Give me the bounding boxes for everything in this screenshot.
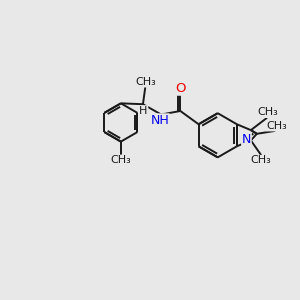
Text: CH₃: CH₃ [110, 155, 131, 165]
Text: H: H [139, 106, 148, 116]
Text: CH₃: CH₃ [257, 107, 278, 118]
Text: CH₃: CH₃ [135, 77, 156, 87]
Text: N: N [242, 133, 251, 146]
Text: CH₃: CH₃ [251, 155, 272, 166]
Text: CH₃: CH₃ [266, 121, 287, 131]
Text: NH: NH [151, 114, 169, 127]
Text: O: O [175, 82, 186, 95]
